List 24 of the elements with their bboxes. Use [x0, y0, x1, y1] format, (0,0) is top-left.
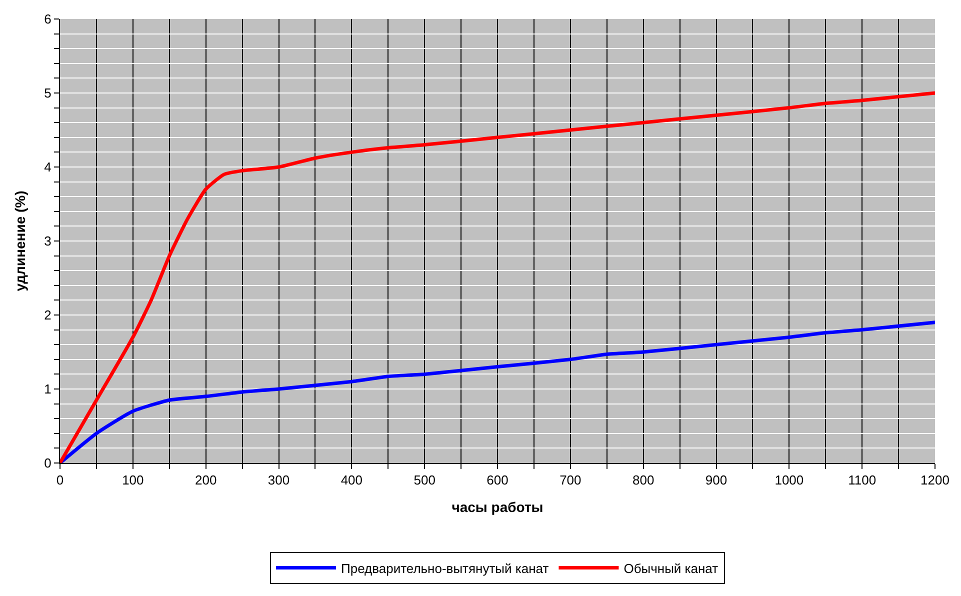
x-tick-label: 100 — [122, 472, 144, 488]
legend-label: Обычный канат — [624, 560, 718, 576]
x-tick-label: 300 — [268, 472, 290, 488]
x-tick-label: 1100 — [848, 472, 876, 488]
x-tick-label: 700 — [560, 472, 582, 488]
y-tick-label: 6 — [44, 12, 52, 27]
x-axis-title: часы работы — [452, 498, 544, 515]
x-tick-label: 500 — [414, 472, 436, 488]
x-tick-label: 1200 — [920, 472, 950, 488]
y-tick-label: 2 — [44, 308, 52, 323]
y-tick-label: 0 — [44, 456, 52, 471]
x-tick-label: 1000 — [774, 472, 804, 488]
y-tick-label: 3 — [44, 234, 52, 249]
legend-label: Предварительно-вытянутый канат — [341, 560, 549, 576]
y-axis-title: удлинение (%) — [12, 190, 28, 292]
y-tick-label: 4 — [44, 160, 52, 175]
x-tick-label: 800 — [632, 472, 654, 488]
x-tick-label: 200 — [194, 472, 217, 488]
y-tick-label: 1 — [44, 382, 52, 397]
x-tick-label: 0 — [56, 472, 64, 488]
x-tick-label: 400 — [340, 472, 363, 488]
x-tick-label: 600 — [486, 472, 508, 488]
x-tick-label: 900 — [705, 472, 728, 488]
y-tick-label: 5 — [44, 86, 52, 101]
